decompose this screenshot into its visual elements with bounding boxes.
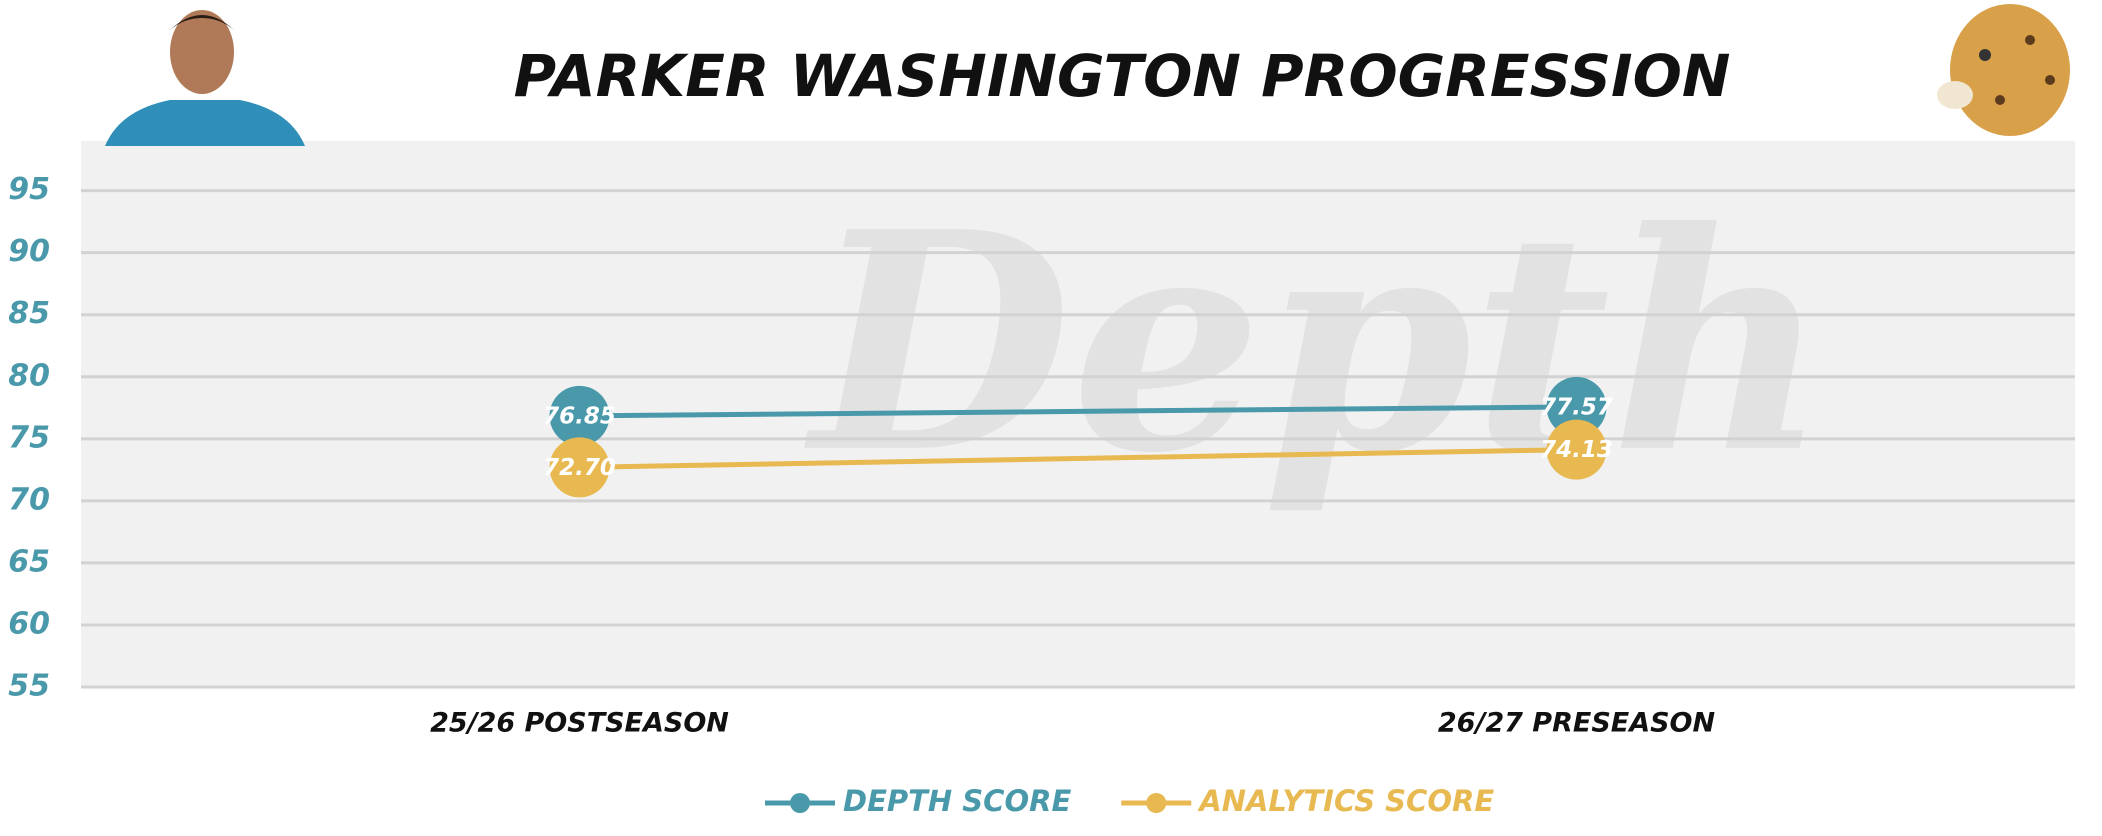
data-label: 74.13 bbox=[1540, 437, 1613, 463]
data-label: 77.57 bbox=[1540, 394, 1613, 420]
y-tick-label: 95 bbox=[8, 172, 50, 207]
legend-label: DEPTH SCORE bbox=[843, 784, 1071, 818]
data-label: 76.85 bbox=[543, 403, 616, 429]
y-tick-label: 55 bbox=[8, 669, 50, 704]
x-tick-label: 26/27 PRESEASON bbox=[1438, 708, 1716, 739]
data-label: 72.70 bbox=[543, 455, 616, 481]
series-line bbox=[579, 404, 1577, 419]
y-tick-label: 70 bbox=[8, 482, 50, 517]
plot-background bbox=[81, 141, 2075, 687]
y-tick-label: 85 bbox=[8, 296, 50, 331]
point bbox=[549, 437, 610, 498]
point bbox=[1546, 376, 1607, 437]
x-tick-label: 25/26 POSTSEASON bbox=[430, 708, 729, 739]
player-photo bbox=[105, 10, 305, 146]
y-tick-label: 80 bbox=[8, 358, 50, 393]
series-line bbox=[579, 447, 1577, 470]
watermark: Depth bbox=[802, 166, 1829, 519]
y-tick-label: 75 bbox=[8, 420, 50, 455]
y-tick-label: 65 bbox=[8, 544, 50, 579]
legend-marker bbox=[1146, 793, 1167, 813]
point bbox=[549, 385, 610, 446]
jaguar-logo bbox=[1937, 4, 2070, 136]
point bbox=[1546, 419, 1607, 480]
legend-label: ANALYTICS SCORE bbox=[1197, 784, 1494, 818]
legend-marker bbox=[790, 793, 810, 813]
y-tick-label: 60 bbox=[8, 606, 50, 641]
chart-title: PARKER WASHINGTON PROGRESSION bbox=[514, 42, 1731, 110]
y-tick-label: 90 bbox=[8, 234, 50, 269]
